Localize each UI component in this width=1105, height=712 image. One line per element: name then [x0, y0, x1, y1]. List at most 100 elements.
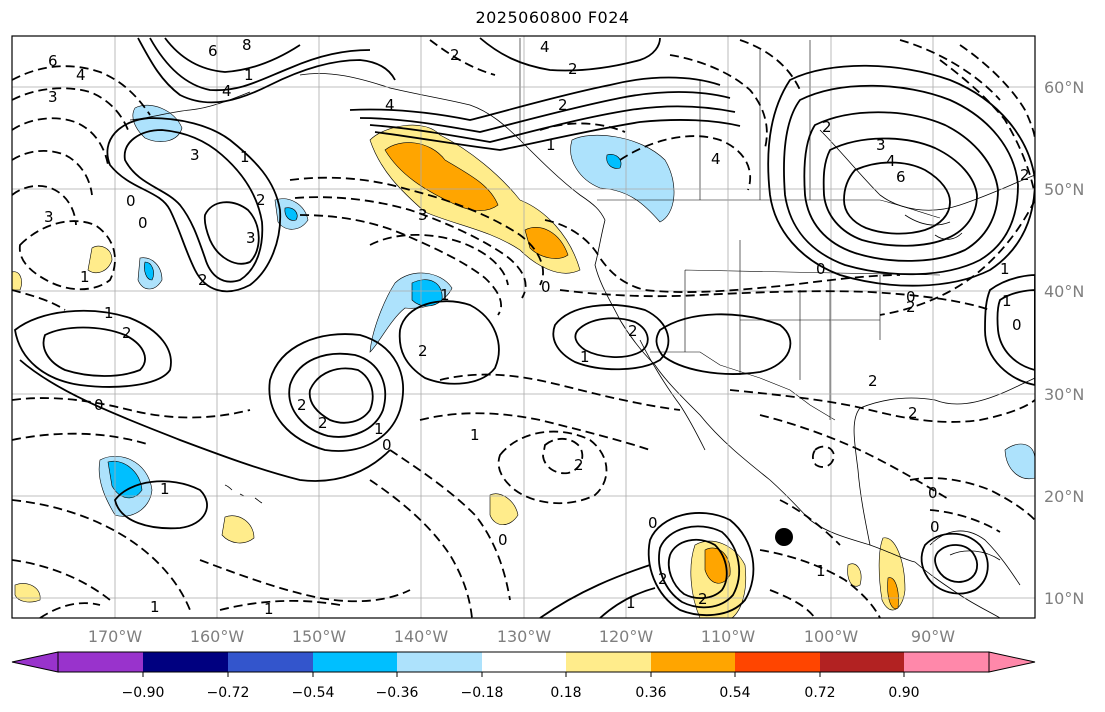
shade-cyan-2 — [606, 154, 622, 169]
coast-hudson — [819, 129, 1035, 211]
contour-label: 3 — [48, 88, 58, 106]
shade-cyan-5 — [284, 207, 298, 221]
contour-label: 0 — [541, 278, 551, 296]
solid-contours — [14, 37, 1035, 618]
lat-label: 10°N — [1044, 589, 1084, 608]
lon-label: 120°W — [599, 627, 654, 646]
contour-label: 2 — [698, 590, 708, 608]
gridlines — [12, 36, 1035, 618]
coast-great-lakes — [904, 214, 963, 240]
colorbar-right-arrow-icon — [988, 651, 1036, 673]
contour-label: 1 — [816, 562, 826, 580]
colorbar-tick-label: −0.36 — [376, 685, 419, 701]
contour-label: 0 — [928, 484, 938, 502]
contour-label: 0 — [498, 531, 508, 549]
colorbar-frame — [57, 651, 990, 673]
shade-yellow-3 — [489, 493, 519, 526]
colorbar-tick-label: 0.18 — [550, 685, 581, 701]
contour-label: 2 — [256, 191, 266, 209]
contour-label: 4 — [76, 66, 86, 84]
contour-label: 0 — [126, 192, 136, 210]
border-canada-prov — [699, 40, 811, 200]
shade-cyan-3 — [107, 460, 143, 499]
contour-label: 1 — [150, 598, 160, 616]
shade-cyan-4 — [144, 261, 154, 281]
coast-central-am — [914, 561, 1001, 618]
contour-label: 6 — [208, 42, 218, 60]
shade-cyan-1 — [411, 279, 443, 307]
contour-label: 0 — [382, 436, 392, 454]
map-title: 2025060800 F024 — [475, 8, 630, 27]
contour-label: 1 — [104, 304, 114, 322]
coast-cuba — [949, 550, 1001, 561]
lon-label: 110°W — [701, 627, 756, 646]
contour-label: 4 — [711, 150, 721, 168]
border-states — [684, 240, 941, 420]
contour-label: 2 — [318, 414, 328, 432]
contour-label: 1 — [264, 600, 274, 618]
contour-label: 1 — [80, 268, 90, 286]
colorbar-tick-label: 0.36 — [635, 685, 666, 701]
contour-label: 4 — [886, 152, 896, 170]
contour-label: 6 — [896, 168, 906, 186]
shaded-regions — [12, 104, 1035, 618]
contour-low-nw — [106, 117, 282, 293]
colorbar-left-arrow-icon — [11, 651, 59, 673]
contour-label: 2 — [822, 118, 832, 136]
map-frame — [11, 35, 1036, 619]
contour-label: 1 — [440, 286, 450, 304]
contour-label: 2 — [868, 372, 878, 390]
contour-label: 2 — [906, 298, 916, 316]
map-plot-area: 6 4 8 4 2 4 2 2 3 4 2 6 3 4 1 3 2 3 3 1 … — [12, 36, 1035, 618]
colorbar-swatch — [58, 652, 143, 672]
borders — [519, 38, 941, 421]
colorbar-swatch — [482, 652, 566, 672]
contour-label: 2 — [558, 96, 568, 114]
colorbar-swatch — [651, 652, 735, 672]
contour-label: 2 — [574, 456, 584, 474]
colorbar-swatch — [735, 652, 820, 672]
contour-label: 1 — [470, 426, 480, 444]
contour-label: 2 — [418, 342, 428, 360]
contour-label: 3 — [418, 206, 428, 224]
contour-label: 1 — [626, 594, 636, 612]
colorbar-swatch — [566, 652, 651, 672]
colorbar-tick-label: 0.90 — [888, 685, 919, 701]
contour-label: 0 — [816, 260, 826, 278]
colorbar-tick-label: 0.54 — [719, 685, 750, 701]
lon-label: 100°W — [804, 627, 859, 646]
colorbar-swatch — [397, 652, 482, 672]
contour-label: 2 — [658, 570, 668, 588]
contour-label: 2 — [450, 46, 460, 64]
contour-label: 8 — [242, 36, 252, 54]
contour-label: 1 — [1002, 292, 1012, 310]
shade-yellow-7 — [847, 563, 862, 587]
contour-label: 4 — [385, 96, 395, 114]
lon-label: 160°W — [190, 627, 245, 646]
lat-labels: 10°N 20°N 30°N 40°N 50°N 60°N — [1044, 78, 1084, 608]
shade-orange-2 — [524, 226, 569, 259]
colorbar-swatch — [313, 652, 397, 672]
contour-label: 0 — [648, 514, 658, 532]
shade-yellow-2 — [87, 245, 113, 273]
contour-label: 1 — [1000, 260, 1010, 278]
contour-high-mid — [268, 333, 404, 452]
lon-label: 140°W — [394, 627, 449, 646]
contour-label: 3 — [876, 136, 886, 154]
contour-label: 1 — [160, 480, 170, 498]
lat-label: 20°N — [1044, 487, 1084, 506]
colorbar-tick-label: −0.72 — [207, 685, 250, 701]
lon-label: 130°W — [497, 627, 552, 646]
lat-label: 30°N — [1044, 385, 1084, 404]
contour-label: 2 — [297, 396, 307, 414]
shade-blue-5 — [570, 134, 675, 223]
dashed-contours — [12, 39, 1035, 618]
lon-labels: 170°W 160°W 150°W 140°W 130°W 120°W 110°… — [88, 627, 955, 646]
contour-label: 0 — [1012, 316, 1022, 334]
contour-label: 2 — [198, 271, 208, 289]
contour-label: 0 — [94, 396, 104, 414]
contour-label: 4 — [222, 82, 232, 100]
contour-label: 2 — [628, 322, 638, 340]
contour-labels: 6 4 8 4 2 4 2 2 3 4 2 6 3 4 1 3 2 3 3 1 … — [44, 36, 1030, 618]
